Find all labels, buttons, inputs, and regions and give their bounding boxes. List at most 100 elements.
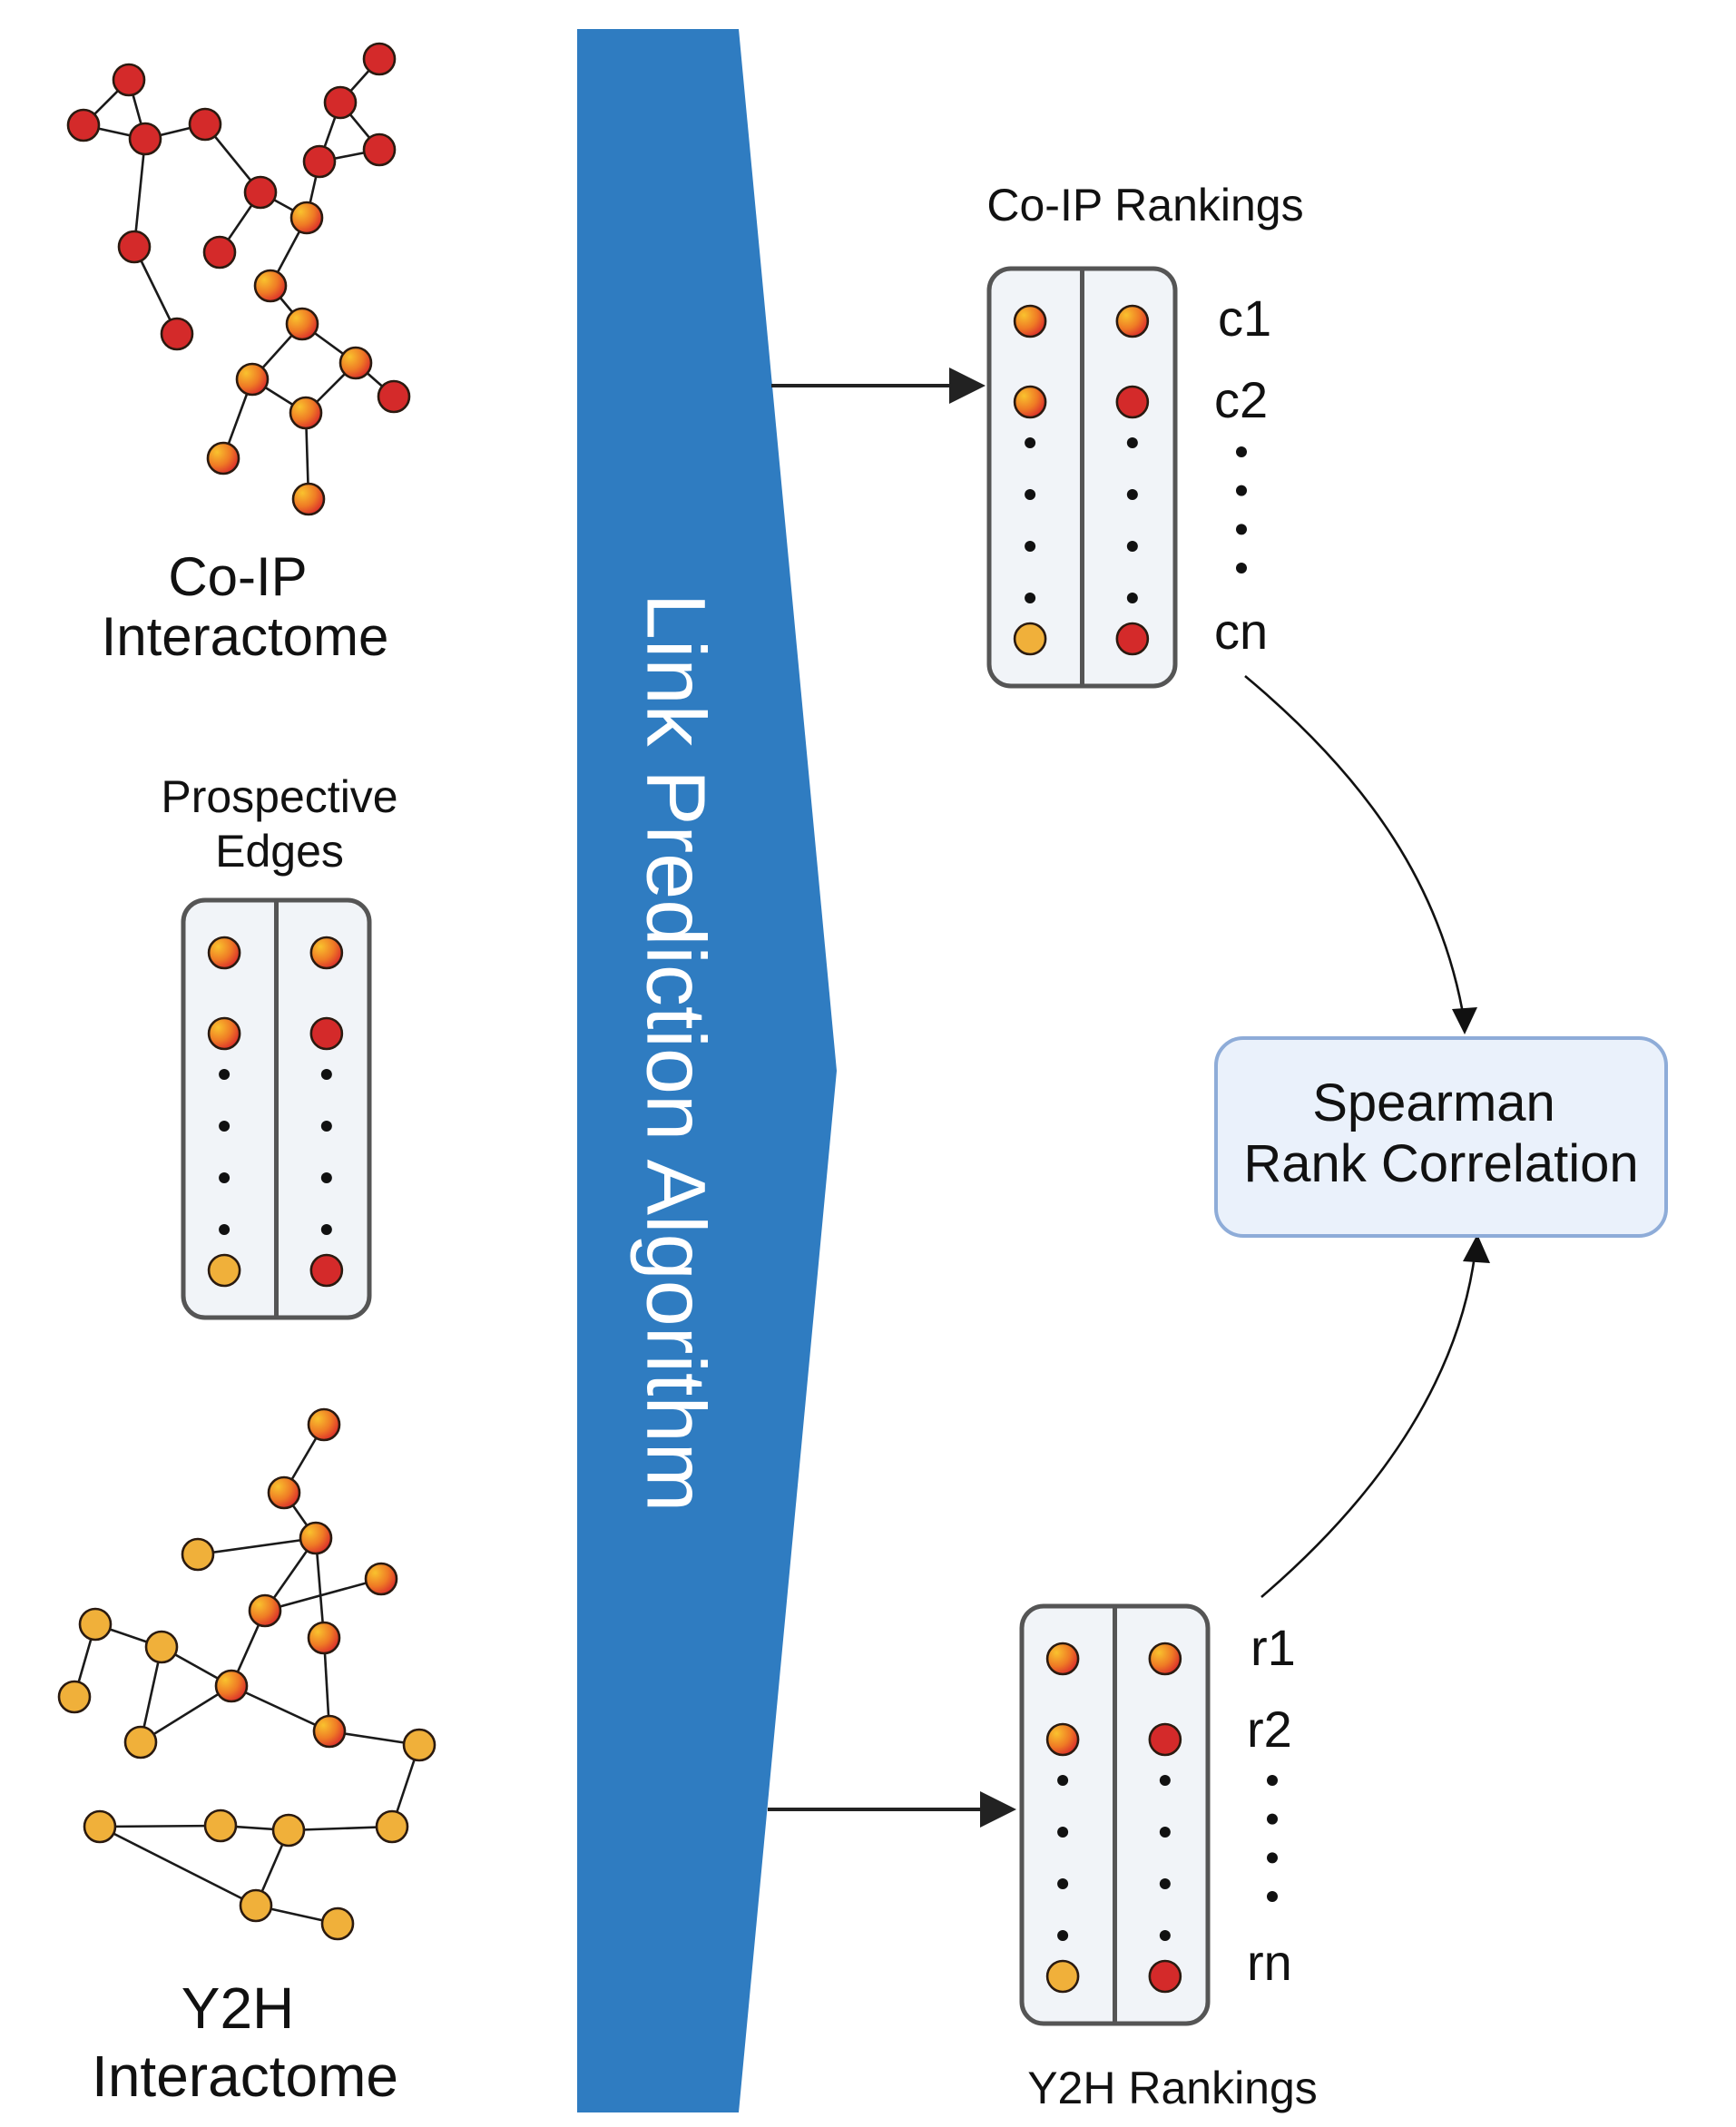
coip-index-dot [1236,524,1247,535]
coip-node [112,63,146,97]
prospective-right-node [309,936,344,970]
coip-box-ellipsis-dot [1126,489,1138,500]
coip-node [338,346,373,380]
coip-node [362,42,397,76]
coip-box-right-node [1115,385,1150,419]
prospective-ellipsis-dot [320,1121,332,1132]
coip-index-dot [1236,446,1247,457]
y2h-node [239,1888,273,1923]
y2h-node [78,1607,113,1642]
y2h-box-right-node [1148,1959,1182,1994]
coip-edge [132,138,147,248]
coip-arrowhead [1452,1007,1477,1034]
y2h-index-dot [1267,1813,1278,1825]
coip-node [285,307,319,341]
y2h-node [203,1808,238,1843]
coip-node [188,107,222,142]
y2h-rank-r1: r1 [1251,1619,1296,1676]
coip-node [323,85,358,120]
y2h-node [364,1562,398,1596]
prospective-ellipsis-dot [219,1172,230,1183]
y2h-node [299,1521,333,1555]
coip-box-ellipsis-dot [1025,541,1036,552]
prospective-right-node [309,1016,344,1051]
coip-box-ellipsis-dot [1025,593,1036,603]
y2h-node [181,1537,215,1572]
y2h-edge [99,1825,257,1907]
y2h-arrowhead [1463,1234,1490,1263]
y2h-box-ellipsis-dot [1159,1827,1171,1838]
spearman-label-line2: Rank Correlation [1243,1134,1638,1193]
y2h-rank-r2: r2 [1247,1701,1292,1758]
y2h-node [320,1906,355,1941]
coip-box-ellipsis-dot [1126,593,1138,603]
y2h-index-dot [1267,1775,1278,1786]
y2h-node [307,1407,341,1442]
y2h-box-ellipsis-dot [1159,1878,1171,1889]
coip-index-ellipsis [1236,446,1247,573]
coip-box-ellipsis-dot [1126,437,1138,448]
spearman-result-box [1214,1036,1668,1238]
coip-network-label-line2: Interactome [102,606,389,667]
y2h-node [307,1621,341,1655]
coip-box-ellipsis-dot [1025,437,1036,448]
prospective-right-node [309,1253,344,1288]
y2h-edge [314,1537,326,1639]
link-prediction-band [577,29,837,2112]
y2h-to-spearman-arrow [1260,1248,1477,1598]
coip-box-left-node [1013,304,1047,338]
y2h-network [57,1407,436,1941]
prospective-edges-box [181,897,372,1320]
coip-rank-c1: c1 [1218,289,1271,347]
y2h-index-ellipsis [1267,1775,1278,1902]
y2h-node [123,1725,158,1759]
coip-node [291,482,326,516]
prospective-ellipsis-dot [219,1069,230,1080]
y2h-rank-rn: rn [1247,1934,1292,1991]
y2h-rankings-title: Y2H Rankings [1027,2063,1318,2113]
prospective-left-node [207,1016,241,1051]
y2h-box-left-node [1045,1642,1080,1676]
y2h-box-ellipsis-dot [1159,1775,1171,1786]
y2h-edge [99,1824,221,1828]
coip-node [377,379,411,414]
coip-network [66,42,411,516]
prospective-left-node [207,1253,241,1288]
y2h-node [248,1593,282,1628]
coip-node [160,317,194,351]
y2h-edge [264,1577,382,1612]
y2h-box-ellipsis-dot [1159,1930,1171,1941]
y2h-node [402,1728,436,1762]
y2h-index-dot [1267,1891,1278,1902]
prospective-left-node [207,936,241,970]
prospective-ellipsis-dot [219,1224,230,1235]
y2h-box-right-node [1148,1642,1182,1676]
prospective-ellipsis-dot [320,1069,332,1080]
coip-box-right-node [1115,622,1150,656]
coip-box-ellipsis-dot [1025,489,1036,500]
y2h-box-ellipsis-dot [1057,1930,1069,1941]
y2h-box-left-node [1045,1722,1080,1757]
y2h-edge [140,1684,232,1744]
coip-rank-c2: c2 [1214,371,1268,428]
y2h-network-label-line2: Interactome [92,2044,398,2109]
coip-node [235,362,270,397]
y2h-rankings-box [1019,1603,1211,2026]
y2h-node [267,1475,301,1510]
y2h-index-dot [1267,1852,1278,1864]
y2h-node [57,1680,92,1714]
y2h-node [214,1669,249,1703]
coip-node [117,230,152,264]
coip-rankings-title: Co-IP Rankings [986,180,1303,230]
y2h-box-right-node [1148,1722,1182,1757]
y2h-edge [197,1536,317,1556]
y2h-edge [288,1825,393,1832]
coip-node [206,441,240,475]
y2h-edge [230,1684,330,1733]
y2h-box-ellipsis-dot [1057,1827,1069,1838]
coip-to-spearman-arrow [1244,675,1466,1024]
prospective-label-line2: Edges [215,826,344,877]
y2h-node [375,1809,409,1844]
coip-box-left-node [1013,622,1047,656]
